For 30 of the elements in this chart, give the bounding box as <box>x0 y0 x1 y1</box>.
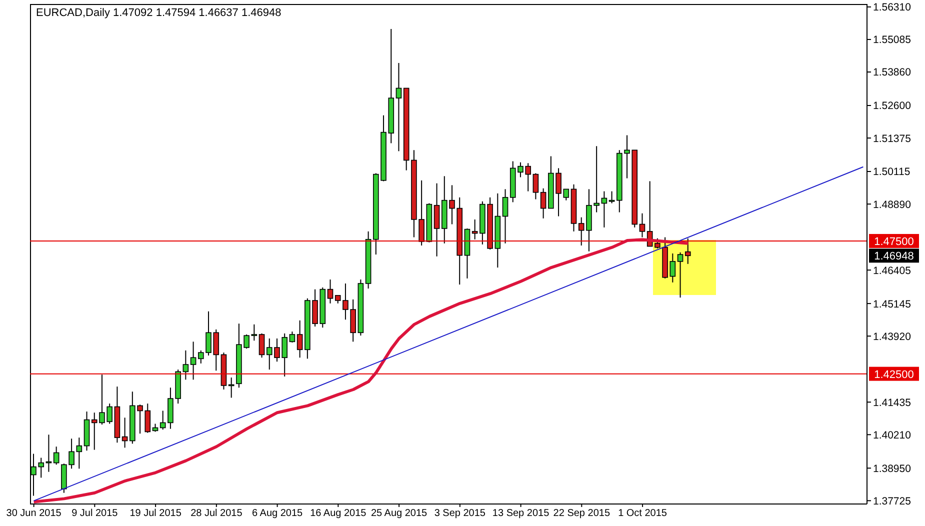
y-tick-label: 1.51375 <box>873 132 912 145</box>
y-tick-label: 1.41435 <box>873 396 912 409</box>
y-tick-label: 1.48890 <box>873 198 912 211</box>
y-tick-label: 1.38950 <box>873 462 912 475</box>
x-tick-label: 22 Sep 2015 <box>553 508 610 520</box>
y-tick-label: 1.37725 <box>873 495 912 508</box>
x-tick-label: 16 Aug 2015 <box>310 508 367 520</box>
y-tick-label: 1.56310 <box>873 2 912 14</box>
chart-title: EURCAD,Daily 1.47092 1.47594 1.46637 1.46948 <box>36 7 282 19</box>
ref-line-label: 1.47500 <box>874 236 914 248</box>
y-tick-label: 1.45145 <box>873 298 912 310</box>
x-tick-label: 1 Oct 2015 <box>618 508 668 520</box>
y-tick-label: 1.46405 <box>873 264 912 277</box>
x-tick-label: 28 Jul 2015 <box>190 508 243 520</box>
x-tick-label: 30 Jun 2015 <box>6 508 62 520</box>
text: 1.46948 <box>874 250 914 263</box>
x-tick-label: 13 Sep 2015 <box>492 508 550 520</box>
y-tick-label: 1.43920 <box>873 330 912 343</box>
line-series <box>32 238 690 504</box>
x-tick-label: 3 Sep 2015 <box>434 508 486 520</box>
y-tick-label: 1.55085 <box>873 34 912 46</box>
x-tick-label: 25 Aug 2015 <box>370 508 428 520</box>
x-tick-label: 6 Aug 2015 <box>252 508 304 520</box>
ref-line-label: 1.42500 <box>874 368 914 381</box>
y-tick-label: 1.52600 <box>873 100 912 112</box>
x-tick-label: 19 Jul 2015 <box>130 508 182 520</box>
y-tick-label: 1.40210 <box>873 429 912 442</box>
x-tick-label: 9 Jul 2015 <box>72 508 118 520</box>
y-tick-label: 1.53860 <box>873 66 912 79</box>
y-tick-label: 1.50115 <box>873 166 910 178</box>
